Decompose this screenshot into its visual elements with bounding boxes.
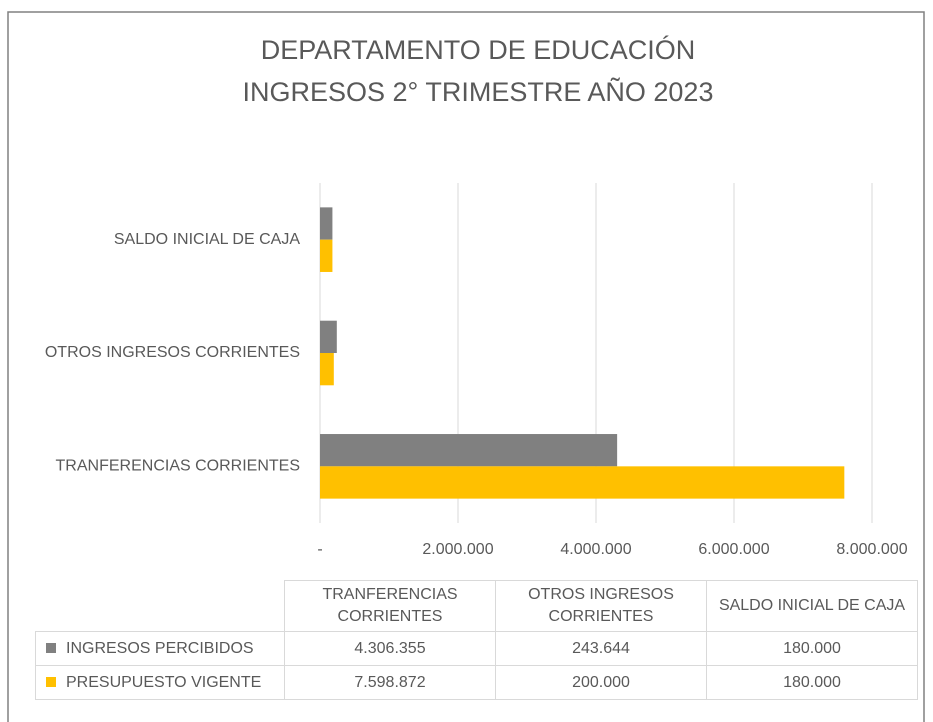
table-row: PRESUPUESTO VIGENTE 7.598.872 200.000 180.0…	[35, 665, 918, 700]
table-value: 7.598.872	[284, 665, 496, 700]
table-value: 243.644	[495, 631, 707, 666]
legend-cell: PRESUPUESTO VIGENTE	[35, 665, 285, 700]
table-corner	[35, 580, 285, 632]
y-tick-label: SALDO INICIAL DE CAJA	[114, 231, 300, 248]
y-tick-label: TRANFERENCIAS CORRIENTES	[56, 458, 300, 475]
bar	[320, 239, 333, 272]
bar	[320, 207, 333, 240]
table-row: INGRESOS PERCIBIDOS 4.306.355 243.644 180.0…	[35, 631, 918, 666]
bar	[320, 320, 337, 353]
table-value: 180.000	[706, 665, 918, 700]
bar	[320, 353, 334, 386]
bar	[320, 434, 618, 467]
table-value: 200.000	[495, 665, 707, 700]
chart-title: INGRESOS 2° TRIMESTRE AÑO 2023	[243, 76, 714, 107]
chart-title: DEPARTAMENTO DE EDUCACIÓN	[261, 34, 696, 65]
table-header-row: TRANFERENCIAS CORRIENTES OTROS INGRESOS C…	[35, 580, 918, 632]
y-tick-label: OTROS INGRESOS CORRIENTES	[45, 344, 300, 361]
table-header-cell: TRANFERENCIAS CORRIENTES	[284, 580, 496, 632]
x-tick-label: -	[317, 541, 322, 558]
table-value: 180.000	[706, 631, 918, 666]
table-value: 4.306.355	[284, 631, 496, 666]
legend-swatch	[46, 676, 56, 687]
legend-label: PRESUPUESTO VIGENTE	[66, 673, 262, 691]
legend-swatch	[46, 642, 56, 653]
bar	[320, 466, 845, 499]
table-header-cell: OTROS INGRESOS CORRIENTES	[495, 580, 707, 632]
legend-cell: INGRESOS PERCIBIDOS	[35, 631, 285, 666]
data-table: TRANFERENCIAS CORRIENTES OTROS INGRESOS C…	[35, 580, 918, 700]
x-tick-label: 6.000.000	[698, 541, 769, 558]
x-tick-label: 8.000.000	[836, 541, 907, 558]
table-header-cell: SALDO INICIAL DE CAJA	[706, 580, 918, 632]
x-tick-label: 4.000.000	[560, 541, 631, 558]
x-tick-label: 2.000.000	[422, 541, 493, 558]
legend-label: INGRESOS PERCIBIDOS	[66, 639, 254, 657]
chart-border	[7, 11, 925, 722]
